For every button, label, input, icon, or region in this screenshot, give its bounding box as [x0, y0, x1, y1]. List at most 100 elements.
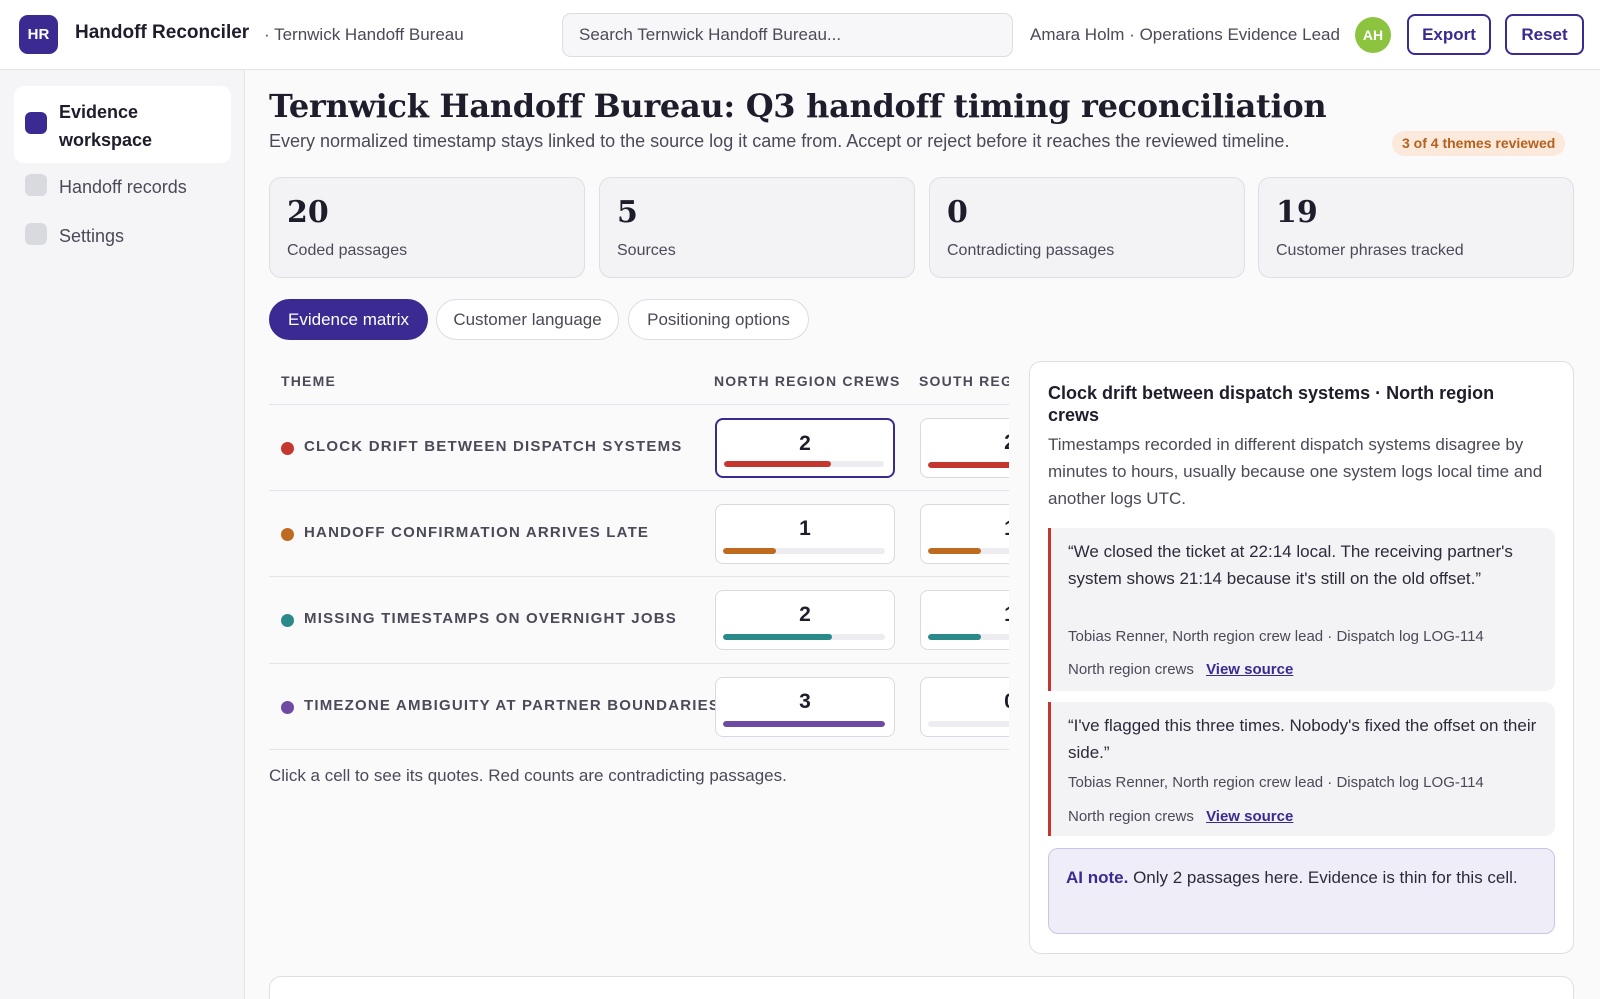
- quote-text: “We closed the ticket at 22:14 local. Th…: [1068, 542, 1513, 588]
- sidebar-item-settings[interactable]: Settings: [14, 223, 231, 255]
- sidebar-item-evidence-workspace[interactable]: Evidence workspace: [14, 86, 231, 163]
- ai-note-text: Only 2 passages here. Evidence is thin f…: [1128, 868, 1518, 887]
- avatar[interactable]: AH: [1355, 17, 1391, 53]
- workspace-breadcrumb: · Ternwick Handoff Bureau: [264, 25, 464, 44]
- matrix-cell[interactable]: 1: [920, 590, 1009, 650]
- evidence-matrix: THEME NORTH REGION CREWS SOUTH REG CLOCK…: [269, 360, 1009, 755]
- cell-bar-fill: [724, 461, 832, 467]
- ai-note-label: AI note.: [1066, 868, 1129, 887]
- matrix-hint: Click a cell to see its quotes. Red coun…: [269, 766, 787, 785]
- sidebar-item-label: Handoff records: [59, 177, 187, 197]
- cell-bar-track: [723, 634, 885, 640]
- stat-card-contradicting-passages: 0 Contradicting passages: [929, 177, 1245, 278]
- review-status-badge: 3 of 4 themes reviewed: [1392, 131, 1566, 156]
- workspace-icon: [25, 112, 47, 134]
- matrix-cell[interactable]: 1: [920, 504, 1009, 564]
- theme-label: CLOCK DRIFT BETWEEN DISPATCH SYSTEMS: [304, 438, 683, 455]
- tab-customer-language[interactable]: Customer language: [436, 299, 619, 340]
- matrix-cell[interactable]: 1: [715, 504, 895, 564]
- cell-count: 2: [799, 432, 811, 455]
- stat-card-coded-passages: 20 Coded passages: [269, 177, 585, 278]
- app-logo: HR: [19, 15, 58, 54]
- cell-detail-panel: Clock drift between dispatch systems · N…: [1029, 361, 1574, 954]
- cell-bar-track: [928, 548, 1009, 554]
- matrix-cell[interactable]: 2: [920, 418, 1009, 478]
- view-source-link[interactable]: View source: [1206, 808, 1294, 825]
- cell-bar-fill: [723, 721, 885, 727]
- quote-segment: North region crews: [1068, 808, 1194, 825]
- cell-bar-fill: [928, 634, 982, 640]
- detail-description: Timestamps recorded in different dispatc…: [1048, 435, 1543, 508]
- cell-bar-fill: [928, 462, 1009, 468]
- cell-bar-track: [928, 462, 1009, 468]
- matrix-cell[interactable]: 2: [715, 590, 895, 650]
- stat-value: 5: [617, 195, 638, 230]
- cell-count: 1: [921, 603, 1009, 627]
- table-row: TIMEZONE AMBIGUITY AT PARTNER BOUNDARIES…: [269, 663, 1009, 750]
- stat-label: Coded passages: [287, 242, 408, 259]
- quote-attribution: Tobias Renner, North region crew lead · …: [1068, 628, 1484, 645]
- sidebar: Evidence workspace Handoff records Setti…: [0, 70, 245, 999]
- cell-count: 0: [921, 690, 1009, 714]
- user-name-role: Amara Holm · Operations Evidence Lead: [1030, 25, 1340, 44]
- cell-bar-track: [723, 548, 885, 554]
- page-title: Ternwick Handoff Bureau: Q3 handoff timi…: [269, 87, 1327, 125]
- stat-value: 0: [947, 195, 968, 230]
- theme-color-dot: [281, 528, 294, 541]
- cell-bar-track: [928, 721, 1009, 727]
- quote-card: “I've flagged this three times. Nobody's…: [1048, 702, 1555, 836]
- stat-value: 20: [287, 195, 329, 230]
- settings-icon: [25, 223, 47, 245]
- theme-label: MISSING TIMESTAMPS ON OVERNIGHT JOBS: [304, 610, 677, 627]
- sidebar-item-label: Evidence workspace: [59, 102, 153, 150]
- cell-count: 2: [799, 603, 811, 626]
- column-header-north-region: NORTH REGION CREWS: [714, 373, 901, 389]
- cell-bar-track: [723, 721, 885, 727]
- search-input[interactable]: [562, 13, 1013, 57]
- records-icon: [25, 174, 47, 196]
- quote-footer: North region crews View source: [1068, 808, 1293, 825]
- cell-bar-fill: [928, 548, 982, 554]
- theme-label: TIMEZONE AMBIGUITY AT PARTNER BOUNDARIES: [304, 697, 721, 714]
- cell-count: 2: [921, 431, 1009, 455]
- cell-bar-fill: [723, 634, 832, 640]
- quote-segment: North region crews: [1068, 661, 1194, 678]
- matrix-cell[interactable]: 0: [920, 677, 1009, 737]
- stat-label: Contradicting passages: [947, 242, 1115, 259]
- table-row: MISSING TIMESTAMPS ON OVERNIGHT JOBS 2 1: [269, 576, 1009, 663]
- sidebar-item-label: Settings: [59, 226, 125, 246]
- cell-count: 3: [799, 690, 811, 713]
- cell-bar-fill: [723, 548, 777, 554]
- stat-label: Customer phrases tracked: [1276, 242, 1464, 259]
- table-row: HANDOFF CONFIRMATION ARRIVES LATE 1 1: [269, 490, 1009, 577]
- export-button[interactable]: Export: [1407, 14, 1491, 55]
- stat-value: 19: [1276, 195, 1318, 230]
- quote-card: “We closed the ticket at 22:14 local. Th…: [1048, 528, 1555, 691]
- cell-count: 1: [921, 517, 1009, 541]
- tab-positioning-options[interactable]: Positioning options: [628, 299, 809, 340]
- stat-label: Sources: [617, 242, 676, 259]
- table-row: CLOCK DRIFT BETWEEN DISPATCH SYSTEMS 2 2: [269, 404, 1009, 491]
- quote-attribution: Tobias Renner, North region crew lead · …: [1068, 774, 1484, 791]
- stat-card-sources: 5 Sources: [599, 177, 915, 278]
- column-header-theme: THEME: [281, 373, 336, 389]
- quote-footer: North region crews View source: [1068, 661, 1293, 678]
- column-header-south-region: SOUTH REG: [919, 373, 1009, 389]
- cell-bar-track: [928, 634, 1009, 640]
- cell-count: 1: [799, 517, 811, 540]
- view-source-link[interactable]: View source: [1206, 661, 1294, 678]
- stat-card-customer-phrases: 19 Customer phrases tracked: [1258, 177, 1574, 278]
- matrix-cell[interactable]: 2: [715, 418, 895, 478]
- top-bar: HR Handoff Reconciler · Ternwick Handoff…: [0, 0, 1600, 70]
- bottom-panel: [269, 976, 1574, 999]
- ai-note: AI note. Only 2 passages here. Evidence …: [1048, 848, 1555, 934]
- reset-button[interactable]: Reset: [1505, 14, 1584, 55]
- theme-label: HANDOFF CONFIRMATION ARRIVES LATE: [304, 524, 650, 541]
- quote-text: “I've flagged this three times. Nobody's…: [1068, 716, 1537, 762]
- tab-evidence-matrix[interactable]: Evidence matrix: [269, 299, 428, 340]
- app-title: Handoff Reconciler: [75, 22, 250, 43]
- page-subtitle: Every normalized timestamp stays linked …: [269, 131, 1290, 151]
- sidebar-item-handoff-records[interactable]: Handoff records: [14, 174, 231, 206]
- matrix-cell[interactable]: 3: [715, 677, 895, 737]
- theme-color-dot: [281, 614, 294, 627]
